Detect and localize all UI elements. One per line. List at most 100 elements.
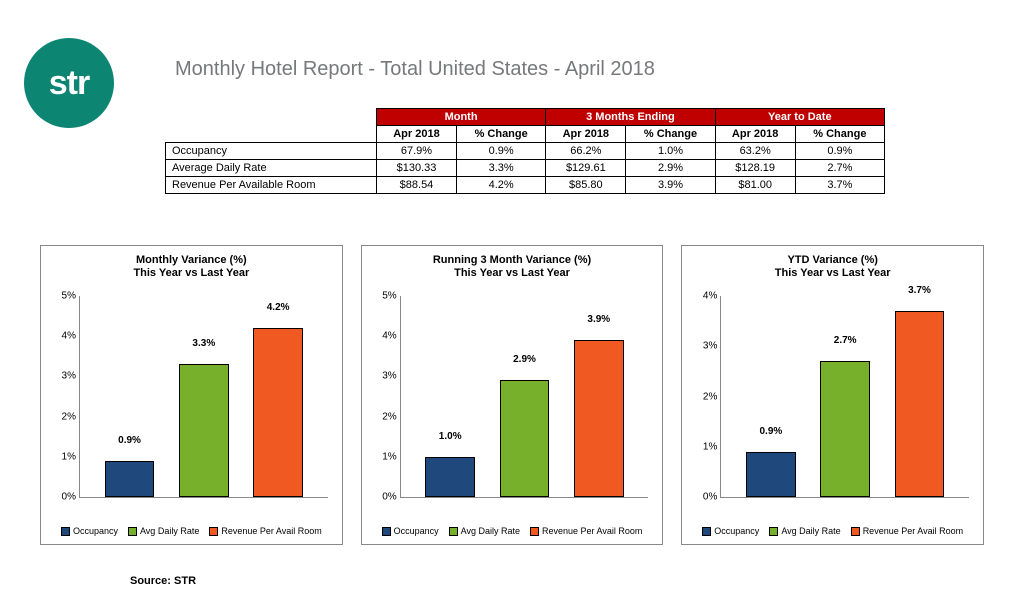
table-row: Average Daily Rate$130.333.3%$129.612.9%… <box>166 160 885 177</box>
chart-title: Monthly Variance (%)This Year vs Last Ye… <box>41 246 342 280</box>
cell: 66.2% <box>546 143 626 160</box>
bar <box>820 361 870 497</box>
y-tick-label: 5% <box>371 291 397 302</box>
table-sub-header-row: Apr 2018 % Change Apr 2018 % Change Apr … <box>166 126 885 143</box>
y-tick-label: 3% <box>371 371 397 382</box>
bar-value-label: 3.7% <box>908 285 931 298</box>
chart-legend: Occupancy Avg Daily Rate Revenue Per Avail… <box>682 526 983 536</box>
legend-swatch <box>209 527 218 536</box>
bar <box>105 461 155 497</box>
blank-cell <box>166 126 377 143</box>
bar-value-label: 2.7% <box>834 335 857 348</box>
cell: 63.2% <box>715 143 795 160</box>
legend-swatch <box>382 527 391 536</box>
cell: $130.33 <box>376 160 456 177</box>
bar <box>895 311 945 497</box>
cell: 2.9% <box>626 160 715 177</box>
chart-legend: Occupancy Avg Daily Rate Revenue Per Avail… <box>41 526 342 536</box>
legend-swatch <box>769 527 778 536</box>
cell: $85.80 <box>546 177 626 194</box>
legend-label: Revenue Per Avail Room <box>221 526 321 536</box>
y-tick-label: 1% <box>50 451 76 462</box>
cell: $129.61 <box>546 160 626 177</box>
legend-label: Avg Daily Rate <box>140 526 199 536</box>
bar-value-label: 1.0% <box>439 431 462 444</box>
cell: 3.9% <box>626 177 715 194</box>
cell: 0.9% <box>457 143 546 160</box>
bar <box>500 380 550 497</box>
y-tick-label: 2% <box>691 391 717 402</box>
group-header: Year to Date <box>715 109 884 126</box>
str-logo: str <box>24 38 114 128</box>
y-tick-label: 3% <box>50 371 76 382</box>
bar <box>574 340 624 497</box>
legend-item: Revenue Per Avail Room <box>209 526 321 536</box>
cell: 67.9% <box>376 143 456 160</box>
chart-title: YTD Variance (%)This Year vs Last Year <box>682 246 983 280</box>
charts-container: Monthly Variance (%)This Year vs Last Ye… <box>40 245 984 545</box>
cell: $88.54 <box>376 177 456 194</box>
y-tick-label: 5% <box>50 291 76 302</box>
table-row: Revenue Per Available Room$88.544.2%$85.… <box>166 177 885 194</box>
legend-swatch <box>128 527 137 536</box>
y-tick-label: 2% <box>50 411 76 422</box>
y-tick-label: 1% <box>691 441 717 452</box>
legend-item: Occupancy <box>382 526 439 536</box>
variance-chart: YTD Variance (%)This Year vs Last Year 0%… <box>681 245 984 545</box>
y-tick-label: 4% <box>691 291 717 302</box>
y-tick-label: 0% <box>691 492 717 503</box>
cell: 3.7% <box>795 177 884 194</box>
bar-value-label: 0.9% <box>118 435 141 448</box>
row-label: Average Daily Rate <box>166 160 377 177</box>
bar <box>253 328 303 497</box>
sub-header: Apr 2018 <box>715 126 795 143</box>
variance-chart: Running 3 Month Variance (%)This Year vs… <box>361 245 664 545</box>
table-row: Occupancy67.9%0.9%66.2%1.0%63.2%0.9% <box>166 143 885 160</box>
group-header: Month <box>376 109 545 126</box>
legend-label: Occupancy <box>714 526 759 536</box>
cell: 2.7% <box>795 160 884 177</box>
row-label: Revenue Per Available Room <box>166 177 377 194</box>
metrics-table: Month 3 Months Ending Year to Date Apr 2… <box>165 108 885 194</box>
sub-header: % Change <box>795 126 884 143</box>
y-tick-label: 0% <box>50 492 76 503</box>
legend-item: Occupancy <box>61 526 118 536</box>
legend-label: Occupancy <box>73 526 118 536</box>
y-tick-label: 3% <box>691 341 717 352</box>
y-tick-label: 4% <box>371 331 397 342</box>
legend-swatch <box>61 527 70 536</box>
blank-cell <box>166 109 377 126</box>
y-tick-label: 2% <box>371 411 397 422</box>
metrics-table-wrap: Month 3 Months Ending Year to Date Apr 2… <box>165 108 885 194</box>
chart-legend: Occupancy Avg Daily Rate Revenue Per Avail… <box>362 526 663 536</box>
cell: 4.2% <box>457 177 546 194</box>
legend-label: Avg Daily Rate <box>461 526 520 536</box>
bar-value-label: 2.9% <box>513 354 536 367</box>
legend-item: Avg Daily Rate <box>128 526 199 536</box>
legend-item: Revenue Per Avail Room <box>530 526 642 536</box>
sub-header: Apr 2018 <box>376 126 456 143</box>
bar-value-label: 0.9% <box>759 426 782 439</box>
legend-swatch <box>530 527 539 536</box>
logo-text: str <box>49 64 89 103</box>
legend-label: Occupancy <box>394 526 439 536</box>
cell: 3.3% <box>457 160 546 177</box>
legend-swatch <box>702 527 711 536</box>
legend-swatch <box>449 527 458 536</box>
legend-label: Revenue Per Avail Room <box>863 526 963 536</box>
legend-item: Revenue Per Avail Room <box>851 526 963 536</box>
cell: 0.9% <box>795 143 884 160</box>
bar <box>179 364 229 497</box>
y-tick-label: 4% <box>50 331 76 342</box>
legend-item: Avg Daily Rate <box>449 526 520 536</box>
bar <box>746 452 796 497</box>
sub-header: % Change <box>457 126 546 143</box>
table-group-header-row: Month 3 Months Ending Year to Date <box>166 109 885 126</box>
cell: 1.0% <box>626 143 715 160</box>
page-title: Monthly Hotel Report - Total United Stat… <box>175 58 655 81</box>
bar-value-label: 4.2% <box>267 302 290 315</box>
variance-chart: Monthly Variance (%)This Year vs Last Ye… <box>40 245 343 545</box>
plot-area: 0%1%2%3%4%5%0.9%3.3%4.2% <box>79 296 328 498</box>
sub-header: % Change <box>626 126 715 143</box>
legend-label: Avg Daily Rate <box>781 526 840 536</box>
